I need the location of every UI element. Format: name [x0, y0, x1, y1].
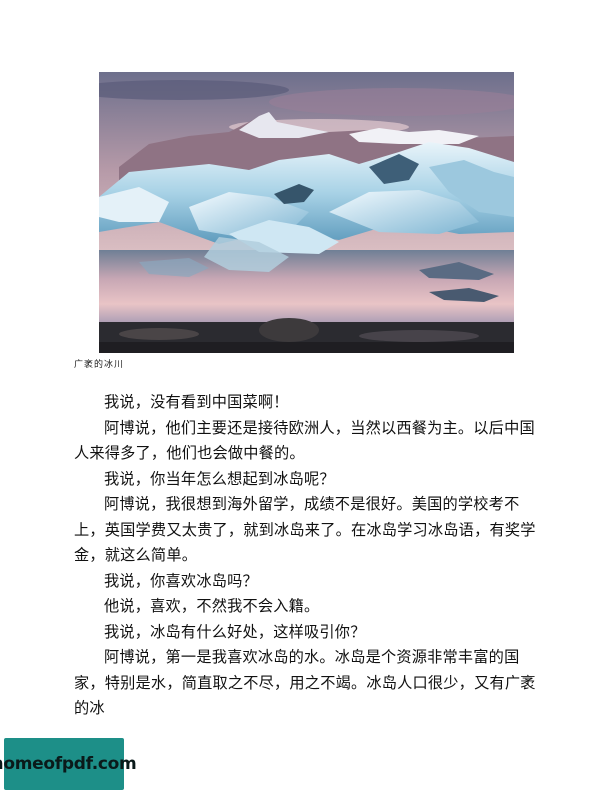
watermark-text: homeofpdf.com	[0, 754, 137, 774]
glacier-lagoon-photo	[99, 72, 514, 353]
paragraph: 阿博说，我很想到海外留学，成绩不是很好。美国的学校考不上，英国学费又太贵了，就到…	[74, 495, 536, 564]
paragraph: 我说，你喜欢冰岛吗？	[104, 571, 258, 590]
paragraph: 我说，冰岛有什么好处，这样吸引你？	[104, 622, 366, 641]
figure-caption: 广袤的冰川	[74, 360, 125, 370]
body-text: 我说，没有看到中国菜啊！ 阿博说，他们主要还是接待欧洲人，当然以西餐为主。以后中…	[74, 390, 539, 722]
paragraph: 我说，没有看到中国菜啊！	[104, 393, 289, 411]
paragraph: 他说，喜欢，不然我不会入籍。	[104, 597, 320, 615]
paragraph: 阿博说，第一是我喜欢冰岛的水。冰岛是个资源非常丰富的国家，特别是水，简直取之不尽…	[74, 648, 536, 717]
paragraph: 我说，你当年怎么想起到冰岛呢？	[104, 469, 335, 488]
watermark-logo[interactable]: homeofpdf.com	[0, 738, 137, 790]
paragraph: 阿博说，他们主要还是接待欧洲人，当然以西餐为主。以后中国人来得多了，他们也会做中…	[74, 418, 535, 463]
